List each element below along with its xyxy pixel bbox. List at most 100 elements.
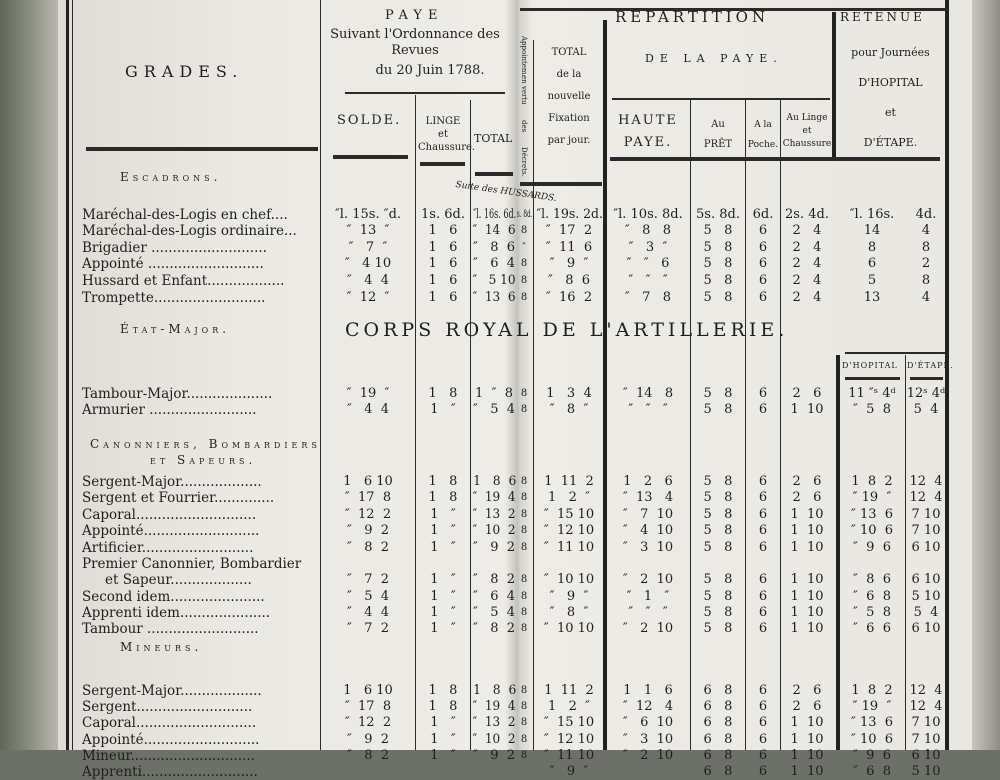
table-cell: ″ 4 4 bbox=[346, 273, 390, 288]
table-cell: 1 3 4 bbox=[546, 386, 592, 401]
header-line: pour Journées bbox=[851, 46, 930, 59]
row-label: Mineur............................. bbox=[82, 748, 255, 764]
table-cell: ″ 9 ″ bbox=[549, 589, 589, 604]
table-cell: ″ 8 ″ bbox=[549, 402, 589, 417]
header-line: Au bbox=[711, 119, 725, 130]
header-a-la-poche: A la Poche. bbox=[746, 115, 780, 155]
table-cell: ″ 13 ″ bbox=[346, 223, 390, 238]
table-cell: 2s. 4d. bbox=[785, 207, 829, 222]
table-cell: ″ 12 10 bbox=[543, 523, 595, 538]
table-cell: 6 bbox=[758, 240, 768, 255]
row-label: Apprenti........................... bbox=[82, 764, 258, 780]
book-spread bbox=[58, 0, 972, 750]
table-cell: 13 bbox=[863, 290, 881, 305]
table-cell: ″ 7 2 bbox=[346, 572, 390, 587]
retenue-brace bbox=[845, 352, 945, 354]
table-cell: 6 8 bbox=[703, 699, 733, 714]
row-label: Hussard et Enfant.................. bbox=[82, 273, 285, 289]
table-cell: ″ 14 8 bbox=[622, 386, 674, 401]
table-cell: 4 bbox=[921, 290, 931, 305]
table-cell: 1 8 bbox=[428, 699, 458, 714]
table-cell: ″ 9 2 bbox=[346, 523, 390, 538]
table-cell: 1 6 bbox=[428, 273, 458, 288]
table-cell: ″ 17 8 bbox=[344, 490, 392, 505]
table-cell: 6 bbox=[758, 589, 768, 604]
row-label: Caporal............................ bbox=[82, 507, 257, 523]
table-cell: 1 10 bbox=[790, 621, 824, 636]
table-cell: ″ 8 ″ bbox=[549, 605, 589, 620]
row-label: Sergent........................... bbox=[82, 699, 253, 715]
header-linge-bot: Chaussure. bbox=[418, 142, 476, 153]
row-label: Trompette.......................... bbox=[82, 290, 266, 306]
table-cell: 2 6 bbox=[792, 474, 822, 489]
header-rule-appointements bbox=[520, 182, 602, 186]
row-label: Maréchal-des-Logis ordinaire... bbox=[82, 223, 297, 239]
section-title: Mineurs. bbox=[120, 640, 203, 654]
row-label: Brigadier ........................... bbox=[82, 240, 267, 256]
rule-total-nouvelle bbox=[603, 20, 607, 750]
header-line: Fixation bbox=[548, 113, 590, 124]
table-cell: 5s. 8d. bbox=[696, 207, 740, 222]
top-border bbox=[520, 8, 948, 11]
table-cell: 1 ″ bbox=[430, 540, 456, 555]
table-cell: 1 10 bbox=[790, 605, 824, 620]
table-cell: ″ 3 10 bbox=[622, 732, 674, 747]
header-repartition: RÉPARTITION bbox=[615, 8, 770, 26]
table-cell: ″ 7 2 bbox=[346, 621, 390, 636]
caption-etape: D'ÉTAPE. bbox=[907, 361, 954, 370]
table-cell: ″ 8 2 bbox=[472, 621, 516, 636]
table-cell: 6 bbox=[758, 474, 768, 489]
table-cell: 8 bbox=[520, 542, 528, 553]
table-cell: ″ 15 10 bbox=[543, 507, 595, 522]
table-cell: 1 6 bbox=[428, 223, 458, 238]
table-cell: ″ 7 ″ bbox=[348, 240, 388, 255]
table-cell: 2 4 bbox=[792, 223, 822, 238]
table-cell: 6 8 bbox=[703, 764, 733, 779]
header-line: Chaussure bbox=[782, 139, 832, 149]
table-cell: ″ 5 10 bbox=[472, 273, 516, 288]
table-cell: 6 bbox=[758, 386, 768, 401]
table-cell: 5 8 bbox=[703, 572, 733, 587]
table-cell: ″l. 19s. 2d. bbox=[536, 207, 603, 222]
header-rule-linge bbox=[420, 162, 465, 166]
header-haute-paye: HAUTE PAYE. bbox=[607, 110, 689, 154]
table-cell: 6 bbox=[758, 223, 768, 238]
table-cell: 1 ″ 8 bbox=[475, 386, 513, 401]
header-line: et bbox=[802, 126, 812, 136]
table-cell: 6 bbox=[758, 748, 768, 763]
table-cell: 6 bbox=[758, 256, 768, 271]
table-cell: ″ 3 10 bbox=[622, 540, 674, 555]
table-cell: 6 bbox=[758, 764, 768, 779]
rule-hopital bbox=[905, 355, 906, 750]
table-cell: 8 bbox=[520, 574, 528, 585]
table-cell: ″ 5 4 bbox=[346, 589, 390, 604]
row-label: Appointé........................... bbox=[82, 523, 260, 539]
table-cell: ″ 5 8 bbox=[853, 402, 891, 417]
table-cell: ″ 8 2 bbox=[346, 540, 390, 555]
table-cell: ″ 5 4 bbox=[472, 402, 516, 417]
table-cell: 6d. bbox=[752, 207, 774, 222]
table-cell: ″ 6 10 bbox=[622, 715, 674, 730]
table-cell: 8 bbox=[921, 240, 931, 255]
table-cell: ″ 10 2 bbox=[472, 523, 516, 538]
header-line: A la bbox=[754, 120, 772, 130]
table-cell: ″ 13 2 bbox=[472, 715, 516, 730]
table-cell: 1 8 2 bbox=[851, 474, 893, 489]
table-cell: ″ 1 ″ bbox=[626, 589, 670, 604]
table-cell: 2 6 bbox=[792, 699, 822, 714]
header-line: TOTAL bbox=[551, 47, 587, 58]
table-cell: 1 6 10 bbox=[343, 474, 393, 489]
table-cell: ″ 6 6 bbox=[853, 621, 891, 636]
table-cell: 8 bbox=[520, 750, 528, 761]
table-cell: ″ 9 2 bbox=[346, 732, 390, 747]
table-cell: 5 8 bbox=[703, 223, 733, 238]
table-cell: 5 4 bbox=[913, 402, 939, 417]
table-cell: 6 10 bbox=[911, 748, 941, 763]
table-cell: ″ 8 2 bbox=[346, 748, 390, 763]
table-cell: 7 10 bbox=[911, 523, 941, 538]
header-rule-hopital bbox=[845, 377, 900, 380]
table-cell: 6 bbox=[758, 540, 768, 555]
table-cell: 6 bbox=[758, 507, 768, 522]
table-cell: ″ ″ 6 bbox=[626, 256, 670, 271]
header-linge-mid: et bbox=[438, 129, 448, 140]
